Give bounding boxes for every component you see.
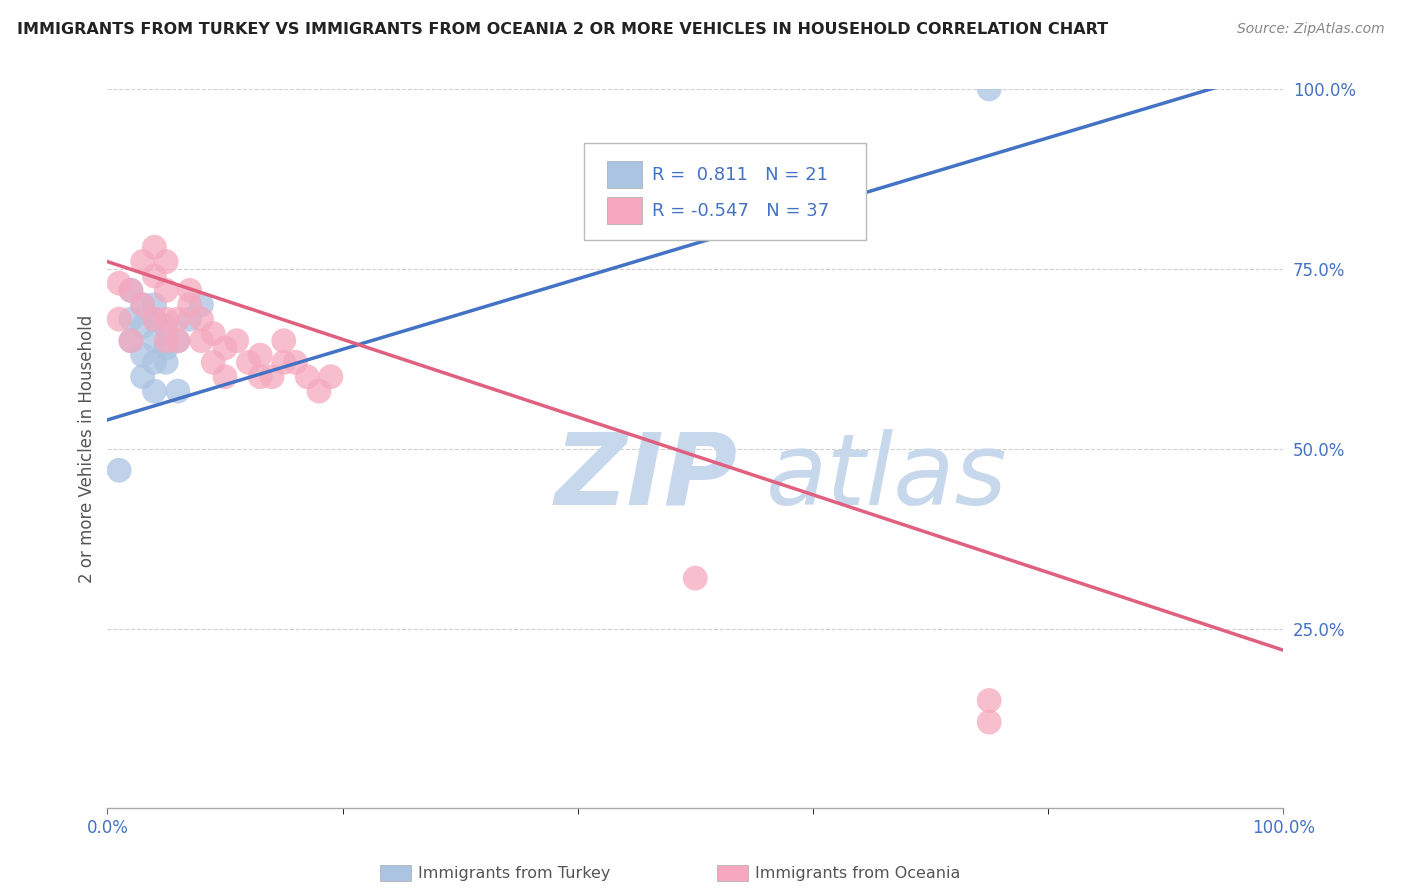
Point bbox=[131, 369, 153, 384]
Point bbox=[131, 298, 153, 312]
Point bbox=[214, 341, 236, 355]
Point bbox=[131, 254, 153, 268]
Text: R = -0.547   N = 37: R = -0.547 N = 37 bbox=[652, 202, 830, 220]
Point bbox=[284, 355, 307, 369]
Point bbox=[155, 341, 177, 355]
Point bbox=[143, 298, 166, 312]
Point bbox=[190, 312, 212, 326]
Text: Source: ZipAtlas.com: Source: ZipAtlas.com bbox=[1237, 22, 1385, 37]
Text: Immigrants from Oceania: Immigrants from Oceania bbox=[755, 866, 960, 880]
Y-axis label: 2 or more Vehicles in Household: 2 or more Vehicles in Household bbox=[79, 315, 96, 582]
Point bbox=[120, 284, 142, 298]
Point bbox=[202, 355, 225, 369]
Point bbox=[238, 355, 260, 369]
Point bbox=[120, 312, 142, 326]
Point bbox=[225, 334, 247, 348]
Point bbox=[273, 355, 295, 369]
Point bbox=[108, 463, 131, 477]
Point bbox=[979, 82, 1001, 96]
Point bbox=[155, 334, 177, 348]
Point bbox=[308, 384, 330, 398]
Point bbox=[143, 334, 166, 348]
Point bbox=[120, 334, 142, 348]
Point bbox=[167, 312, 190, 326]
Point bbox=[131, 298, 153, 312]
Text: R =  0.811   N = 21: R = 0.811 N = 21 bbox=[652, 166, 828, 185]
Point bbox=[155, 355, 177, 369]
Point bbox=[273, 334, 295, 348]
Point bbox=[249, 348, 271, 362]
Point bbox=[214, 369, 236, 384]
Point bbox=[131, 348, 153, 362]
Point bbox=[143, 384, 166, 398]
Point bbox=[190, 334, 212, 348]
Point bbox=[131, 319, 153, 334]
Point bbox=[143, 312, 166, 326]
Text: atlas: atlas bbox=[766, 429, 1008, 526]
Point bbox=[179, 298, 201, 312]
Point bbox=[190, 298, 212, 312]
Point bbox=[179, 312, 201, 326]
Point bbox=[683, 571, 706, 585]
Point bbox=[155, 284, 177, 298]
Point bbox=[108, 276, 131, 290]
Point bbox=[143, 268, 166, 283]
Point bbox=[167, 384, 190, 398]
Point bbox=[297, 369, 319, 384]
Point bbox=[143, 240, 166, 254]
Point bbox=[120, 284, 142, 298]
Text: ZIP: ZIP bbox=[554, 429, 737, 526]
Text: Immigrants from Turkey: Immigrants from Turkey bbox=[418, 866, 610, 880]
Point bbox=[155, 312, 177, 326]
Text: IMMIGRANTS FROM TURKEY VS IMMIGRANTS FROM OCEANIA 2 OR MORE VEHICLES IN HOUSEHOL: IMMIGRANTS FROM TURKEY VS IMMIGRANTS FRO… bbox=[17, 22, 1108, 37]
Point bbox=[155, 254, 177, 268]
Point bbox=[249, 369, 271, 384]
Point bbox=[108, 312, 131, 326]
FancyBboxPatch shape bbox=[607, 197, 643, 224]
Point bbox=[120, 334, 142, 348]
Point bbox=[155, 319, 177, 334]
Point bbox=[260, 369, 283, 384]
FancyBboxPatch shape bbox=[607, 161, 643, 188]
Point bbox=[143, 312, 166, 326]
Point bbox=[143, 355, 166, 369]
Point bbox=[979, 715, 1001, 730]
Point bbox=[179, 284, 201, 298]
Point bbox=[979, 693, 1001, 707]
Point bbox=[167, 334, 190, 348]
Point bbox=[167, 334, 190, 348]
Point bbox=[319, 369, 342, 384]
Point bbox=[202, 326, 225, 341]
FancyBboxPatch shape bbox=[583, 143, 866, 240]
